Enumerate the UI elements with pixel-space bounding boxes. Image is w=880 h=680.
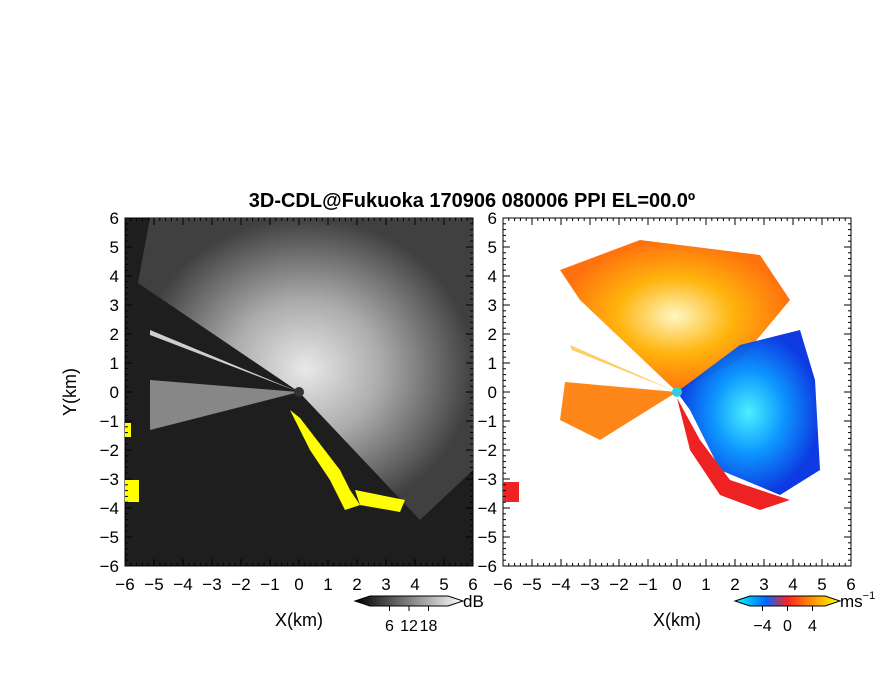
reflectivity-colorbar-bar [353,595,465,607]
velocity-xlabel: X(km) [653,610,701,630]
y-tick-label: 3 [488,296,497,315]
y-tick-label: −3 [100,470,119,489]
flag-band-s [355,490,405,512]
x-tick-label: 2 [352,575,361,594]
away-beam-nw [570,345,677,392]
x-tick-label: −2 [231,575,250,594]
x-tick-label: −1 [638,575,657,594]
y-tick-label: −4 [478,499,497,518]
reflectivity-colorbar: dB 6 12 18 [353,592,484,635]
x-tick-label: −5 [144,575,163,594]
y-tick-label: −1 [100,412,119,431]
y-tick-label: −1 [478,412,497,431]
y-tick-label: 0 [488,383,497,402]
x-tick-label: 5 [817,575,826,594]
x-tick-label: 2 [730,575,739,594]
radar-site-velocity [672,387,682,397]
away-sector-west [560,382,677,440]
colorbar-tick-label: −4 [753,618,771,635]
x-tick-label: −5 [522,575,541,594]
velocity-colorbar: ms−1 −4 0 4 [733,590,875,635]
x-tick-label: 6 [468,575,477,594]
y-tick-label: −5 [478,528,497,547]
flag-band-se [290,410,360,510]
x-tick-label: 4 [788,575,797,594]
x-tick-label: 4 [410,575,419,594]
y-tick-label: 6 [488,209,497,228]
y-tick-label: 2 [110,325,119,344]
y-tick-label: 5 [110,238,119,257]
radar-site [294,387,304,397]
x-tick-label: −3 [580,575,599,594]
y-tick-label: 5 [488,238,497,257]
toward-region [677,330,820,495]
x-tick-label: 0 [294,575,303,594]
flag-edge-w2 [125,423,131,437]
x-tick-label: −3 [202,575,221,594]
y-tick-label: −2 [100,441,119,460]
colorbar-tick-label: 4 [808,618,817,635]
flag-edge-w [125,480,139,502]
colorbar-tick-label: 12 [400,618,418,635]
y-tick-label: 4 [488,267,497,286]
y-tick-label: 6 [110,209,119,228]
x-tick-label: 5 [439,575,448,594]
echo-sector-west [150,380,299,430]
colorbar-tick-label: 18 [420,618,438,635]
reflectivity-ylabel: Y(km) [60,368,80,416]
y-tick-label: −5 [100,528,119,547]
y-tick-label: 0 [110,383,119,402]
x-tick-label: −2 [609,575,628,594]
x-tick-label: −4 [173,575,192,594]
x-tick-label: 1 [323,575,332,594]
y-tick-label: −4 [100,499,119,518]
chart-title: 3D-CDL@Fukuoka 170906 080006 PPI EL=00.0… [249,190,695,212]
velocity-edge-w [503,482,519,502]
shear-edge [677,398,790,510]
velocity-axes: −6 −5 −4 −3 −2 −1 0 1 2 3 4 5 6 6 5 4 3 2 1 0 −1 −2 −3 −4 −5 −6 [478,209,856,594]
x-tick-label: 0 [672,575,681,594]
velocity-colorbar-unit: ms−1 [840,590,875,611]
y-tick-label: 3 [110,296,119,315]
reflectivity-colorbar-unit: dB [463,592,484,611]
y-tick-label: 1 [110,354,119,373]
x-tick-label: −6 [115,575,134,594]
x-tick-label: 1 [701,575,710,594]
y-tick-label: 4 [110,267,119,286]
echo-beam-nw [150,330,299,392]
y-tick-label: −6 [478,557,497,576]
reflectivity-axes: −6 −5 −4 −3 −2 −1 0 1 2 3 4 5 6 6 5 4 3 2 1 0 −1 −2 −3 −4 −5 −6 [100,209,478,594]
y-tick-label: 2 [488,325,497,344]
colorbar-tick-label: 0 [783,618,792,635]
x-tick-label: 3 [381,575,390,594]
y-tick-label: −6 [100,557,119,576]
reflectivity-xlabel: X(km) [275,610,323,630]
velocity-colorbar-bar [733,595,842,607]
velocity-panel: −6 −5 −4 −3 −2 −1 0 1 2 3 4 5 6 6 5 4 3 2 1 0 −1 −2 −3 −4 −5 −6 X… [478,209,876,635]
y-tick-label: 1 [488,354,497,373]
x-tick-label: −6 [493,575,512,594]
x-tick-label: −1 [260,575,279,594]
y-tick-label: −3 [478,470,497,489]
x-tick-label: 6 [846,575,855,594]
colorbar-tick-label: 6 [385,618,394,635]
echo-region [138,218,473,520]
velocity-colorbar-unit-exp: −1 [863,590,876,602]
y-tick-label: −2 [478,441,497,460]
velocity-colorbar-unit-base: ms [840,592,863,611]
x-tick-label: −4 [551,575,570,594]
x-tick-label: 3 [759,575,768,594]
